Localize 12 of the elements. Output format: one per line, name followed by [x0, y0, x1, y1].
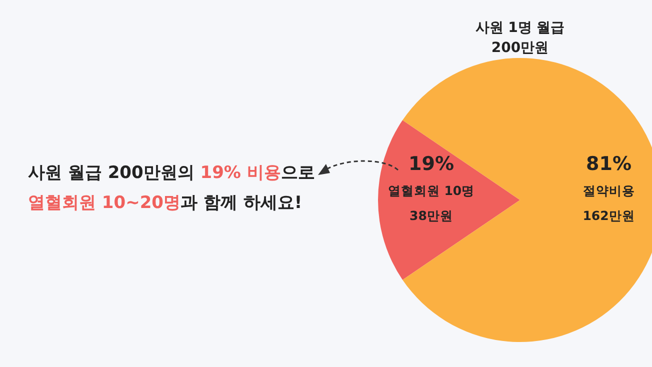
text: 38만원 — [410, 208, 453, 223]
text: 19% 비용 — [200, 163, 281, 183]
slice-label: 열혈회원 10명 — [388, 183, 475, 198]
text: 과 함께 하세요! — [180, 193, 302, 213]
text: 사원 월급 200만원의 — [28, 163, 200, 183]
data-label: 19% — [408, 153, 454, 175]
text: 으로 — [280, 163, 315, 183]
chart-title: 사원 1명 월급 200만원 — [475, 20, 565, 56]
data-label: 81% — [586, 153, 632, 175]
slice-label: 절약비용 — [582, 183, 635, 198]
text: 열혈회원 10~20명 — [28, 193, 180, 213]
text: 162만원 — [582, 208, 635, 223]
